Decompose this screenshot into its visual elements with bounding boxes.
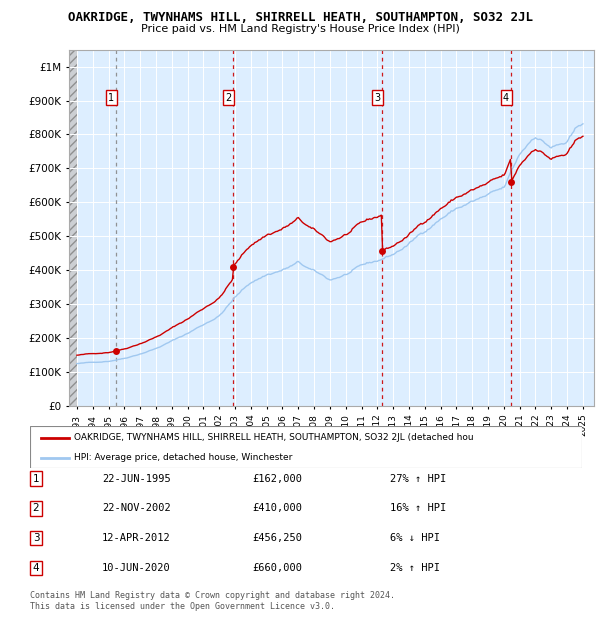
Text: Price paid vs. HM Land Registry's House Price Index (HPI): Price paid vs. HM Land Registry's House … <box>140 24 460 33</box>
Text: 6% ↓ HPI: 6% ↓ HPI <box>390 533 440 543</box>
Bar <box>69 50 77 406</box>
Text: 2: 2 <box>32 503 40 513</box>
FancyBboxPatch shape <box>30 426 582 468</box>
Text: 4: 4 <box>32 563 40 573</box>
Text: 12-APR-2012: 12-APR-2012 <box>102 533 171 543</box>
Text: OAKRIDGE, TWYNHAMS HILL, SHIRRELL HEATH, SOUTHAMPTON, SO32 2JL (detached hou: OAKRIDGE, TWYNHAMS HILL, SHIRRELL HEATH,… <box>74 433 474 442</box>
Text: 2: 2 <box>226 93 232 103</box>
Text: 3: 3 <box>32 533 40 543</box>
Text: 27% ↑ HPI: 27% ↑ HPI <box>390 474 446 484</box>
Text: OAKRIDGE, TWYNHAMS HILL, SHIRRELL HEATH, SOUTHAMPTON, SO32 2JL: OAKRIDGE, TWYNHAMS HILL, SHIRRELL HEATH,… <box>67 11 533 24</box>
Text: 10-JUN-2020: 10-JUN-2020 <box>102 563 171 573</box>
Text: £660,000: £660,000 <box>252 563 302 573</box>
Text: 22-JUN-1995: 22-JUN-1995 <box>102 474 171 484</box>
Text: 1: 1 <box>32 474 40 484</box>
Text: £456,250: £456,250 <box>252 533 302 543</box>
Text: £410,000: £410,000 <box>252 503 302 513</box>
Text: 3: 3 <box>374 93 380 103</box>
Text: £162,000: £162,000 <box>252 474 302 484</box>
Text: 16% ↑ HPI: 16% ↑ HPI <box>390 503 446 513</box>
Text: 4: 4 <box>503 93 509 103</box>
Text: 1: 1 <box>108 93 114 103</box>
Text: HPI: Average price, detached house, Winchester: HPI: Average price, detached house, Winc… <box>74 453 293 462</box>
Text: 22-NOV-2002: 22-NOV-2002 <box>102 503 171 513</box>
Text: 2% ↑ HPI: 2% ↑ HPI <box>390 563 440 573</box>
Text: Contains HM Land Registry data © Crown copyright and database right 2024.
This d: Contains HM Land Registry data © Crown c… <box>30 591 395 611</box>
